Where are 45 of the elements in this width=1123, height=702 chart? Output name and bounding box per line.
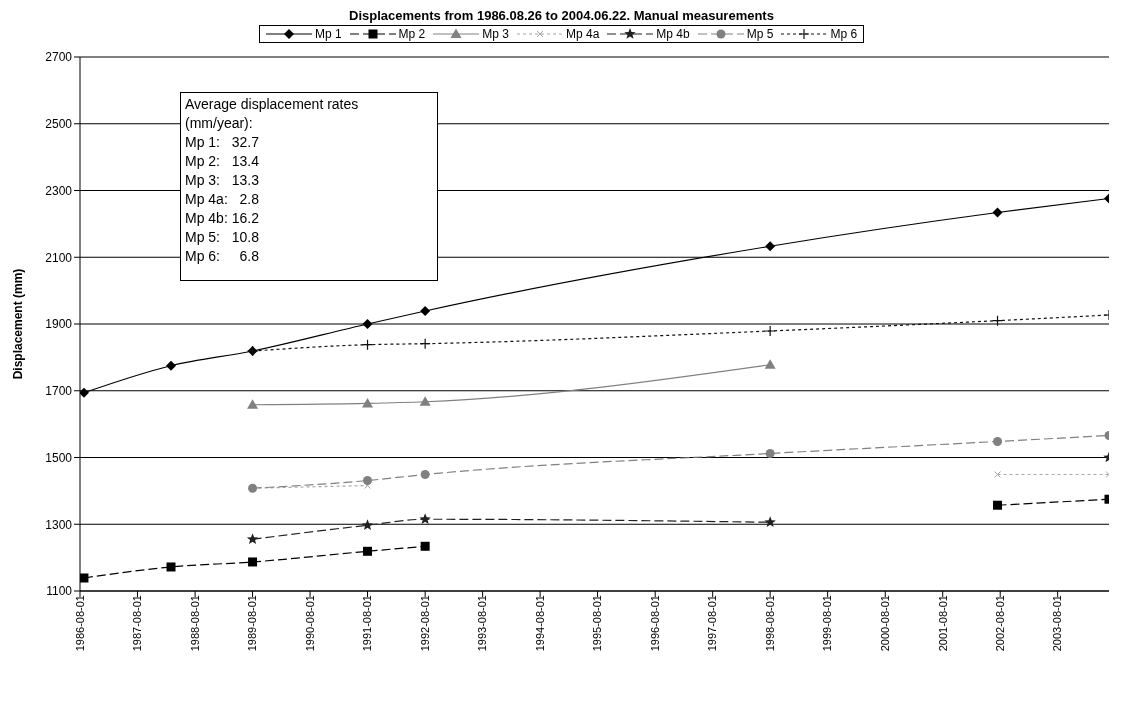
y-tick-label: 2500	[45, 117, 73, 132]
y-axis-title: Displacement (mm)	[11, 268, 26, 380]
x-tick-label: 2003-08-01	[1051, 595, 1064, 652]
y-tick-label: 1100	[46, 584, 73, 599]
annotation: Mp 2: 13.4	[185, 152, 260, 171]
y-tick-label: 1900	[45, 317, 73, 332]
annotation: Mp 5: 10.8	[185, 228, 260, 247]
x-tick-label: 1999-08-01	[821, 595, 834, 652]
annotation: (mm/year):	[185, 114, 254, 133]
legend-label: Mp 1	[313, 27, 342, 41]
annotation: Mp 4b: 16.2	[185, 209, 260, 228]
annotation: Mp 4a: 2.8	[185, 190, 260, 209]
chart-title: Displacements from 1986.08.26 to 2004.06.22. Manual measurements	[348, 8, 775, 23]
y-tick-label: 2300	[45, 183, 73, 198]
x-tick-label: 1998-08-01	[763, 595, 776, 652]
x-tick-label: 2002-08-01	[994, 595, 1007, 652]
y-tick-label: 1300	[45, 517, 73, 532]
x-tick-label: 1993-08-01	[476, 595, 489, 652]
annotation: Average displacement rates	[185, 95, 360, 114]
x-tick-label: 1988-08-01	[188, 595, 201, 652]
x-tick-label: 1986-08-01	[73, 595, 86, 652]
legend-label: Mp 4b	[655, 27, 690, 41]
x-tick-label: 1997-08-01	[706, 595, 719, 652]
annotation: Mp 6: 6.8	[185, 247, 260, 266]
y-tick-label: 1700	[45, 384, 73, 399]
annotation: Mp 3: 13.3	[185, 171, 260, 190]
annotation: Mp 1: 32.7	[185, 133, 260, 152]
x-tick-label: 1989-08-01	[246, 595, 259, 652]
x-tick-label: 1995-08-01	[591, 595, 604, 652]
x-tick-label: 2000-08-01	[879, 595, 892, 652]
x-tick-label: 1994-08-01	[533, 595, 546, 652]
legend-label: Mp 3	[481, 27, 509, 41]
legend-label: Mp 2	[397, 27, 426, 41]
x-tick-label: 1996-08-01	[649, 595, 662, 652]
y-tick-label: 2100	[45, 250, 73, 265]
x-tick-label: 1992-08-01	[418, 595, 431, 652]
y-tick-label: 1500	[45, 450, 73, 465]
y-tick-label: 2700	[45, 50, 73, 65]
x-tick-label: 2001-08-01	[936, 595, 949, 652]
x-tick-label: 1991-08-01	[361, 595, 374, 652]
legend-label: Mp 5	[745, 27, 774, 41]
legend-label: Mp 4a	[565, 27, 600, 41]
x-tick-label: 1990-08-01	[303, 595, 316, 652]
x-tick-label: 1987-08-01	[131, 595, 144, 652]
legend-label: Mp 6	[829, 27, 858, 41]
